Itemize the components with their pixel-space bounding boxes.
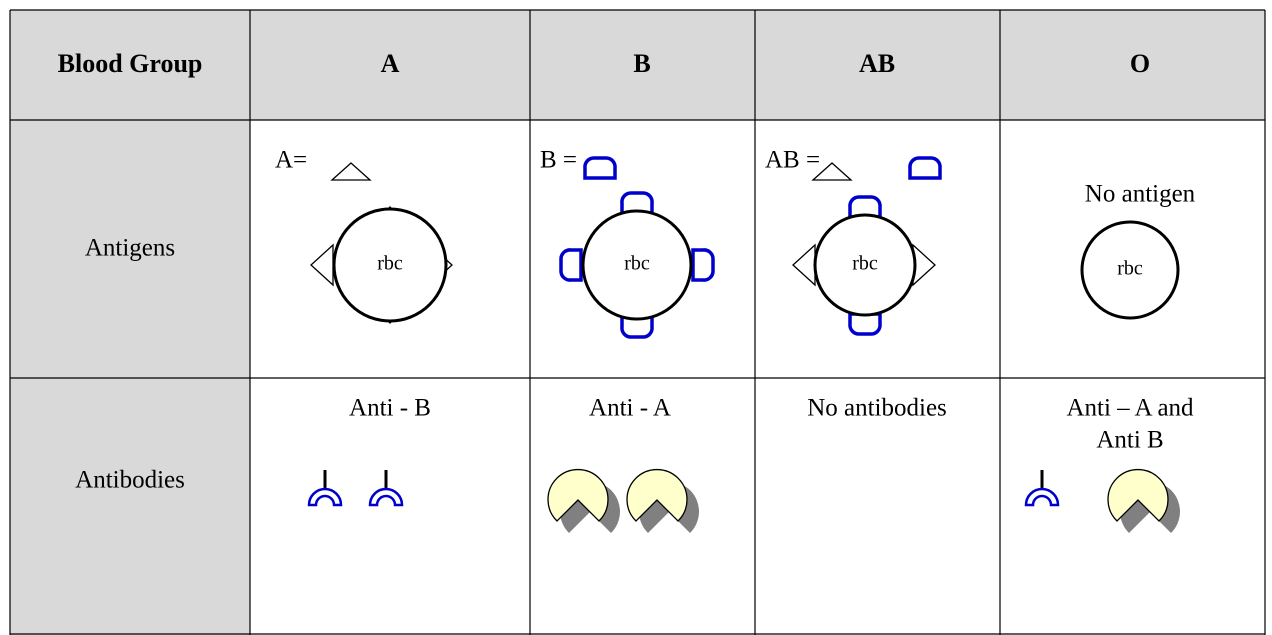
rbc-circle (332, 207, 448, 323)
antigen-b-icon (559, 248, 583, 282)
anti-b-icon (307, 468, 343, 507)
antigen-legend: A= (275, 147, 307, 174)
anti-b-icon (368, 468, 404, 507)
rbc-circle (581, 209, 693, 321)
rbc-label: rbc (1117, 258, 1143, 280)
antigen-a-icon (811, 162, 853, 181)
antigen-legend: B = (540, 147, 577, 174)
antigen-a-icon (330, 162, 372, 181)
antigen-legend: AB = (765, 147, 820, 174)
anti-b-icon (1024, 468, 1060, 507)
header-cell: O (1130, 49, 1150, 78)
header-cell: B (633, 49, 650, 78)
header-cell: A (381, 49, 400, 78)
antigen-a-icon (310, 243, 334, 287)
antigen-b-icon (583, 156, 617, 180)
header-bg (10, 10, 1265, 120)
rbc-label: rbc (624, 253, 650, 275)
table-grid (9, 9, 1266, 635)
antigen-b-icon (848, 312, 882, 336)
antibody-text: Anti – A and (1066, 395, 1194, 422)
header-cell: Blood Group (58, 49, 203, 78)
rbc-label: rbc (377, 253, 403, 275)
antigen-b-icon (691, 248, 715, 282)
rbc-circle (813, 213, 917, 317)
antibody-text: Anti - A (589, 395, 671, 422)
header-cell: AB (859, 49, 895, 78)
antibody-text: Anti B (1096, 427, 1163, 454)
rbc-circle (1080, 220, 1180, 320)
antigen-b-icon (908, 156, 942, 180)
antibody-text: No antibodies (807, 395, 947, 422)
row-label: Antibodies (75, 467, 185, 494)
row-label: Antigens (85, 235, 175, 262)
antigen-a-icon (792, 243, 816, 287)
antigen-note: No antigen (1085, 181, 1196, 208)
antibody-text: Anti - B (349, 395, 431, 422)
rbc-label: rbc (852, 253, 878, 275)
